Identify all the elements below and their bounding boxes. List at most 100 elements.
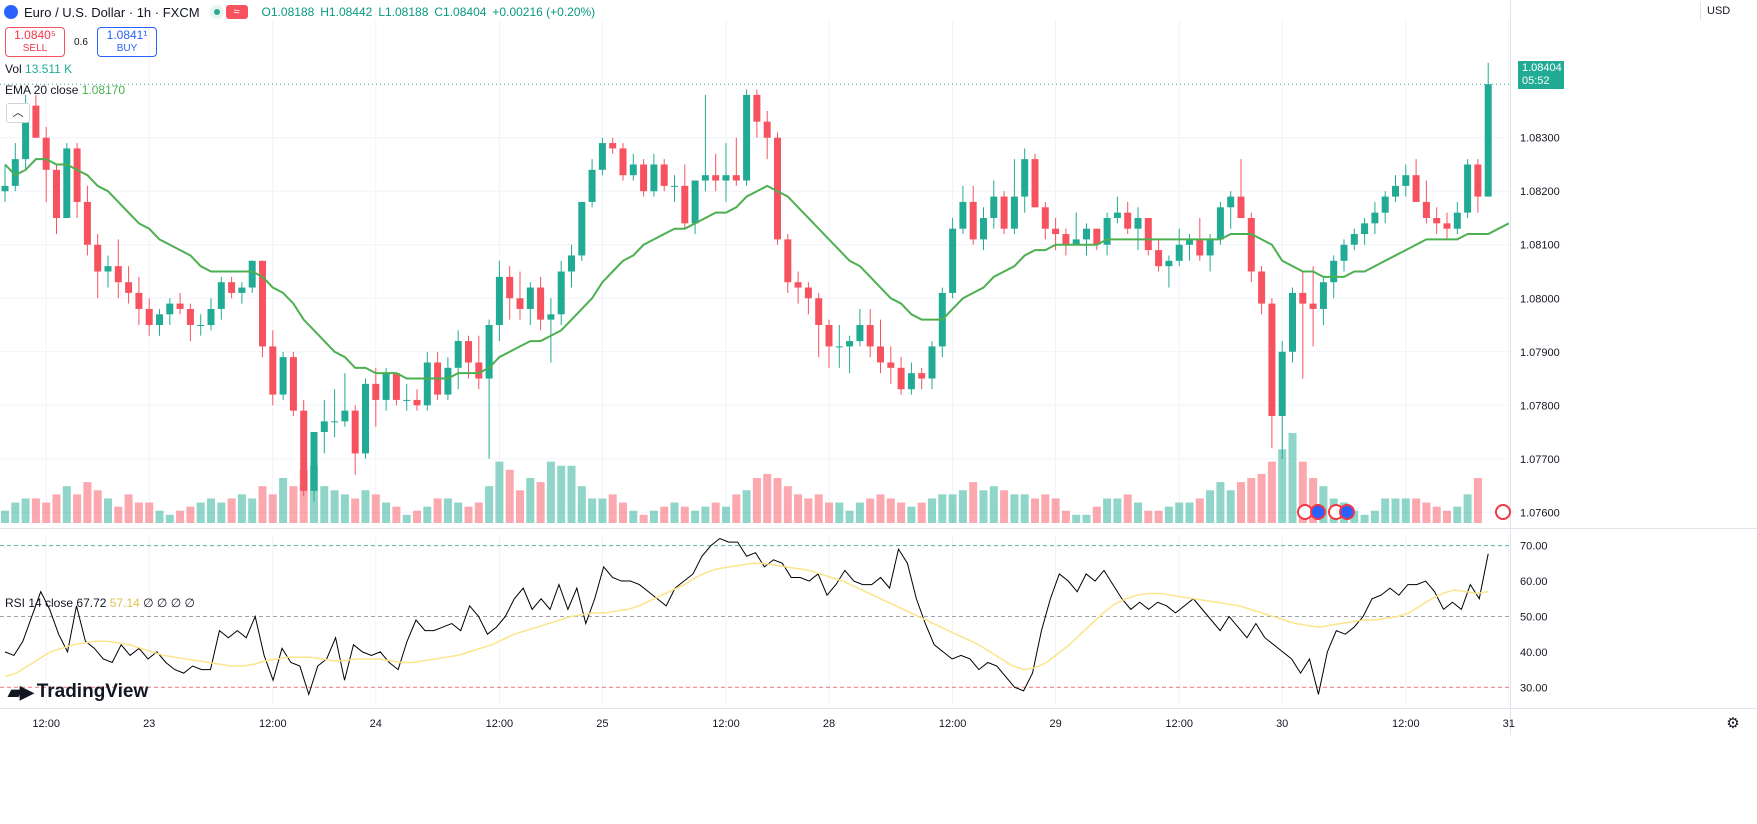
globe-icon bbox=[4, 5, 18, 19]
candle-body bbox=[1227, 196, 1235, 208]
candle-body bbox=[1196, 239, 1204, 256]
candle-body bbox=[887, 362, 895, 368]
candle-body bbox=[846, 341, 854, 347]
candle-body bbox=[568, 255, 575, 272]
volume-bar bbox=[104, 498, 112, 523]
candle-body bbox=[454, 341, 462, 368]
volume-bar bbox=[145, 502, 154, 523]
volume-bar bbox=[804, 498, 813, 523]
candle-body bbox=[743, 94, 751, 181]
rsi-line bbox=[4, 537, 1489, 697]
volume-bar bbox=[794, 494, 803, 523]
volume-bar bbox=[371, 494, 380, 523]
market-status[interactable]: ≈ bbox=[209, 5, 248, 19]
ema-legend[interactable]: EMA 20 close 1.08170 bbox=[5, 83, 125, 97]
rsi-value: 67.72 bbox=[76, 596, 107, 610]
volume-bar bbox=[1391, 498, 1400, 523]
candle-body bbox=[1464, 164, 1472, 213]
volume-bar bbox=[1103, 498, 1112, 523]
candle-body bbox=[392, 373, 400, 400]
time-axis-label: 29 bbox=[1049, 718, 1061, 730]
candle-body bbox=[856, 325, 864, 342]
candle-body bbox=[1474, 164, 1482, 197]
ema-value: 1.08170 bbox=[81, 83, 126, 97]
currency-button[interactable]: USD bbox=[1700, 2, 1749, 20]
gear-icon[interactable]: ⚙ bbox=[1726, 715, 1740, 732]
candle-body bbox=[63, 148, 71, 218]
volume-bar bbox=[814, 494, 823, 523]
volume-bar bbox=[1422, 502, 1431, 523]
candle-body bbox=[413, 399, 421, 406]
candle-body bbox=[959, 201, 967, 229]
sell-price: 1.0840⁵ bbox=[14, 28, 56, 42]
rsi-legend[interactable]: RSI 14 close 67.72 57.14 ∅ ∅ ∅ ∅ bbox=[5, 596, 195, 610]
buy-button[interactable]: 1.0841¹ BUY bbox=[97, 27, 157, 57]
volume-bar bbox=[21, 498, 30, 523]
low-value: L1.08188 bbox=[378, 5, 429, 19]
candle-body bbox=[701, 175, 709, 181]
price-axis-label: 1.07800 bbox=[1520, 400, 1560, 412]
volume-bar bbox=[1473, 478, 1482, 523]
volume-bar bbox=[732, 494, 741, 523]
volume-bar bbox=[485, 486, 494, 523]
candle-body bbox=[1083, 228, 1090, 240]
candle-body bbox=[1392, 185, 1399, 197]
sell-button[interactable]: 1.0840⁵ SELL bbox=[5, 27, 65, 57]
high-value: H1.08442 bbox=[320, 5, 373, 19]
volume-bar bbox=[1381, 498, 1390, 523]
candle-body bbox=[73, 148, 81, 202]
symbol-title[interactable]: Euro / U.S. Dollar · 1h · FXCM bbox=[24, 4, 200, 20]
candle-body bbox=[125, 282, 133, 293]
volume-bar bbox=[1350, 510, 1359, 523]
us-flag-icon bbox=[1297, 504, 1313, 520]
replay-icon[interactable]: ≈ bbox=[225, 5, 248, 19]
ohlc-values: O1.08188 H1.08442 L1.08188 C1.08404 +0.0… bbox=[262, 5, 596, 19]
candle-body bbox=[537, 287, 545, 320]
volume-bar bbox=[711, 502, 720, 523]
volume-bar bbox=[660, 506, 669, 523]
candle-body bbox=[465, 341, 472, 363]
volume-bar bbox=[495, 461, 504, 523]
volume-bar bbox=[433, 498, 442, 523]
candle-body bbox=[1247, 217, 1255, 272]
candle-body bbox=[990, 196, 998, 218]
candle-body bbox=[362, 383, 369, 454]
volume-bar bbox=[1113, 498, 1122, 523]
candle-body bbox=[423, 362, 431, 406]
globe-icon bbox=[1339, 504, 1355, 520]
candle-body bbox=[629, 164, 637, 176]
volume-bar bbox=[969, 482, 978, 523]
volume-bar bbox=[629, 510, 638, 523]
volume-bar bbox=[227, 498, 236, 523]
candle-body bbox=[156, 314, 163, 326]
candle-body bbox=[197, 325, 205, 327]
candle-body bbox=[403, 399, 411, 401]
change-value: +0.00216 (+0.20%) bbox=[492, 5, 596, 19]
ema-label: EMA 20 close bbox=[5, 83, 79, 97]
volume-bar bbox=[598, 498, 607, 523]
volume-bar bbox=[114, 506, 123, 523]
volume-bar bbox=[1237, 482, 1245, 523]
volume-bar bbox=[443, 498, 452, 523]
volume-bar bbox=[1412, 498, 1421, 523]
candle-body bbox=[495, 276, 503, 326]
candle-body bbox=[526, 287, 534, 309]
volume-bar bbox=[773, 478, 782, 523]
candle-body bbox=[300, 410, 308, 491]
tv-logo-icon: ▰▶ bbox=[8, 681, 34, 702]
candle-body bbox=[217, 282, 225, 309]
volume-legend[interactable]: Vol 13.511 K bbox=[5, 62, 72, 76]
volume-bar bbox=[516, 490, 524, 523]
candle-body bbox=[1052, 228, 1060, 235]
volume-bar bbox=[1453, 506, 1462, 523]
candle-body bbox=[918, 373, 926, 379]
candle-body bbox=[1484, 84, 1492, 197]
candle-body bbox=[444, 367, 452, 395]
buy-price: 1.0841¹ bbox=[106, 28, 148, 42]
volume-bar bbox=[691, 510, 700, 523]
candle-body bbox=[1433, 217, 1441, 224]
chevron-up-icon[interactable]: ︿ bbox=[6, 103, 30, 123]
volume-bar bbox=[1360, 514, 1369, 523]
candle-body bbox=[1453, 212, 1461, 229]
